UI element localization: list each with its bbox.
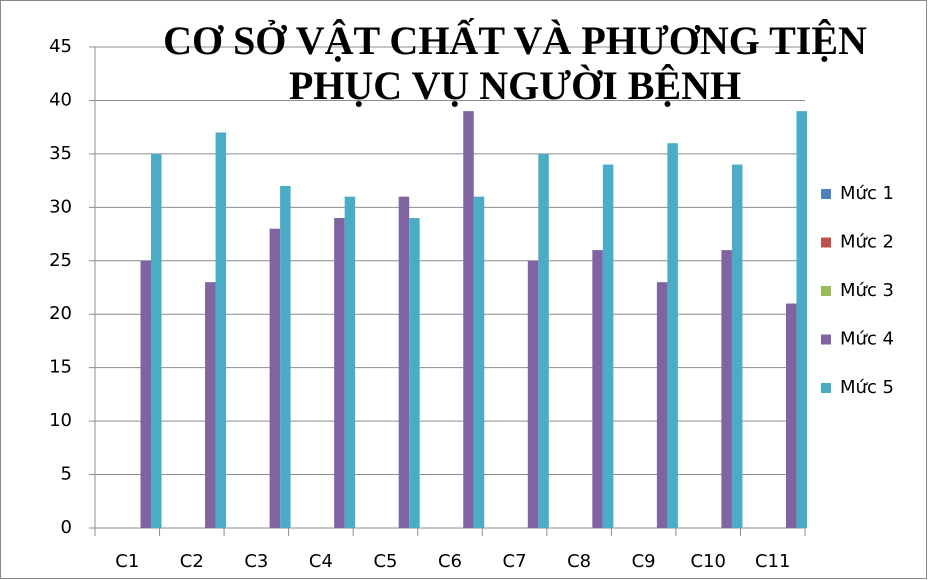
legend-label: Mức 4 — [840, 329, 894, 350]
legend-label: Mức 3 — [840, 280, 894, 301]
bar — [140, 260, 152, 528]
y-tick-label: 25 — [49, 250, 72, 271]
legend-marker — [821, 286, 831, 296]
legend-marker — [821, 189, 831, 199]
bar — [151, 153, 162, 528]
chart-title: CƠ SỞ VẬT CHẤT VÀ PHƯƠNG TIỆN — [163, 18, 867, 63]
legend-marker — [821, 334, 831, 345]
bar — [656, 282, 668, 528]
y-tick-label: 10 — [49, 410, 72, 431]
legend-label: Mức 1 — [840, 183, 894, 204]
x-tick-label: C1 — [115, 551, 139, 572]
y-tick-label: 30 — [49, 196, 72, 217]
bar — [334, 218, 345, 528]
bar — [602, 164, 614, 529]
bar — [463, 111, 474, 528]
bar — [667, 143, 678, 528]
x-tick-label: C4 — [309, 551, 333, 572]
bar — [205, 282, 216, 528]
y-tick-label: 0 — [61, 517, 72, 538]
bar — [269, 228, 281, 528]
bar — [398, 196, 410, 528]
bar — [473, 196, 485, 528]
y-tick-label: 35 — [49, 143, 72, 164]
x-tick-label: C3 — [244, 551, 268, 572]
bar — [731, 164, 743, 529]
bar — [527, 260, 539, 528]
bar — [538, 153, 549, 528]
x-tick-label: C7 — [503, 551, 527, 572]
y-tick-label: 15 — [49, 357, 72, 378]
legend-marker — [821, 383, 831, 393]
y-tick-label: 5 — [61, 464, 72, 485]
x-tick-label: C2 — [180, 551, 204, 572]
bar — [796, 111, 807, 528]
x-tick-label: C9 — [632, 551, 656, 572]
y-tick-label: 20 — [49, 303, 72, 324]
bar — [280, 185, 291, 528]
bar — [785, 303, 797, 528]
x-tick-label: C8 — [567, 551, 591, 572]
chart-title: PHỤC VỤ NGƯỜI BỆNH — [289, 63, 741, 108]
bar — [215, 132, 227, 528]
bar — [409, 218, 420, 528]
bar — [592, 250, 603, 529]
y-tick-label: 40 — [49, 89, 72, 110]
x-tick-label: C6 — [438, 551, 462, 572]
x-tick-label: C5 — [373, 551, 397, 572]
bar — [721, 250, 732, 529]
x-tick-label: C11 — [755, 551, 790, 572]
x-tick-label: C10 — [690, 551, 725, 572]
y-tick-label: 45 — [49, 36, 72, 57]
legend-label: Mức 5 — [840, 377, 894, 398]
bar — [344, 196, 356, 528]
legend-marker — [821, 237, 831, 248]
legend-label: Mức 2 — [840, 232, 894, 253]
